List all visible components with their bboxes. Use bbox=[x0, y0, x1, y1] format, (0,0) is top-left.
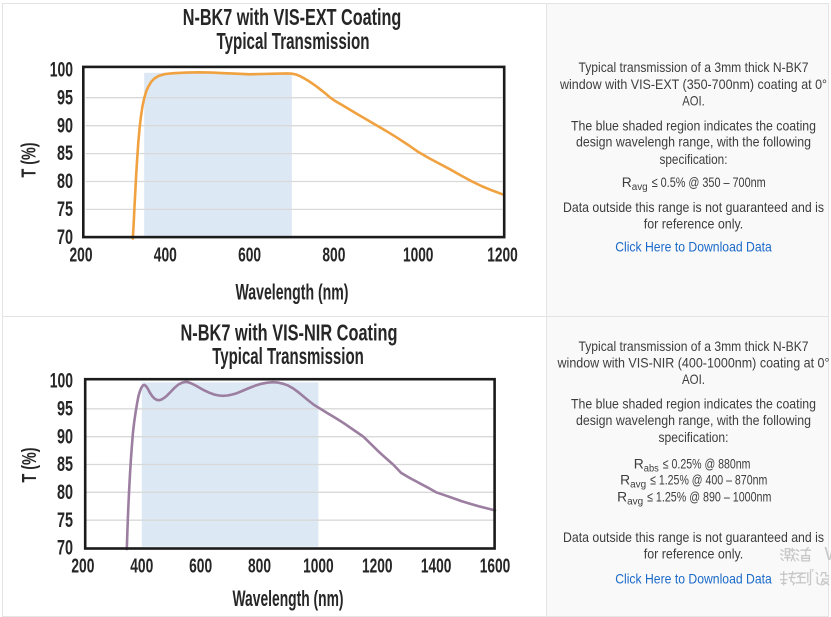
svg-text:R: R bbox=[634, 455, 644, 471]
svg-text:200: 200 bbox=[70, 245, 93, 267]
svg-text:800: 800 bbox=[248, 556, 271, 578]
svg-text:Click Here to Download Data: Click Here to Download Data bbox=[615, 239, 772, 255]
svg-text:The blue shaded region indicat: The blue shaded region indicates the coa… bbox=[571, 396, 816, 412]
svg-text:design wavelengh range, with t: design wavelengh range, with the followi… bbox=[576, 412, 811, 428]
svg-text:T (%): T (%) bbox=[18, 448, 41, 483]
svg-text:window with VIS-EXT (350-700nm: window with VIS-EXT (350-700nm) coating … bbox=[559, 76, 827, 92]
svg-text:85: 85 bbox=[57, 453, 73, 476]
svg-text:avg: avg bbox=[630, 480, 646, 491]
svg-text:Wavelength (nm): Wavelength (nm) bbox=[236, 280, 349, 305]
svg-text:R: R bbox=[617, 489, 627, 505]
svg-text:Typical transmission of a 3mm: Typical transmission of a 3mm thick N-BK… bbox=[579, 338, 809, 354]
svg-text:80: 80 bbox=[57, 481, 73, 504]
svg-text:window with VIS-NIR (400-1000n: window with VIS-NIR (400-1000nm) coating… bbox=[557, 354, 830, 370]
svg-text:R: R bbox=[620, 472, 630, 488]
svg-text:1000: 1000 bbox=[403, 245, 434, 267]
svg-text:400: 400 bbox=[130, 556, 153, 578]
svg-text:design wavelengh range, with t: design wavelengh range, with the followi… bbox=[576, 134, 811, 150]
svg-text:N-BK7 with VIS-NIR Coating: N-BK7 with VIS-NIR Coating bbox=[181, 319, 398, 345]
svg-text:100: 100 bbox=[50, 58, 73, 81]
svg-text:1000: 1000 bbox=[303, 556, 334, 578]
svg-text:Typical transmission of a 3mm: Typical transmission of a 3mm thick N-BK… bbox=[579, 59, 809, 75]
svg-text:Wavelength (nm): Wavelength (nm) bbox=[233, 586, 344, 611]
svg-text:T (%): T (%) bbox=[18, 143, 41, 178]
svg-text:AOI.: AOI. bbox=[682, 371, 705, 387]
svg-text:AOI.: AOI. bbox=[682, 93, 705, 109]
svg-text:≤ 1.25% @ 890 – 1000nm: ≤ 1.25% @ 890 – 1000nm bbox=[647, 489, 771, 505]
svg-text:1200: 1200 bbox=[362, 556, 393, 578]
svg-text:75: 75 bbox=[57, 509, 73, 532]
svg-text:75: 75 bbox=[57, 198, 73, 221]
svg-text:avg: avg bbox=[632, 182, 648, 193]
svg-text:Typical Transmission: Typical Transmission bbox=[217, 28, 370, 54]
svg-text:200: 200 bbox=[71, 556, 94, 578]
svg-text:≤ 0.5% @ 350 – 700nm: ≤ 0.5% @ 350 – 700nm bbox=[652, 174, 766, 190]
svg-text:600: 600 bbox=[189, 556, 212, 578]
svg-text:for reference only.: for reference only. bbox=[644, 545, 744, 561]
svg-text:1600: 1600 bbox=[480, 556, 511, 578]
svg-text:N-BK7 with VIS-EXT Coating: N-BK7 with VIS-EXT Coating bbox=[183, 4, 402, 30]
svg-text:specification:: specification: bbox=[660, 151, 728, 167]
svg-text:1200: 1200 bbox=[487, 245, 518, 267]
svg-text:The blue shaded region indicat: The blue shaded region indicates the coa… bbox=[571, 117, 816, 133]
svg-text:Typical Transmission: Typical Transmission bbox=[212, 343, 364, 369]
svg-text:avg: avg bbox=[627, 497, 643, 508]
svg-text:90: 90 bbox=[57, 114, 73, 137]
svg-text:Click Here to Download Data: Click Here to Download Data bbox=[615, 570, 772, 586]
svg-text:1400: 1400 bbox=[421, 556, 452, 578]
svg-text:95: 95 bbox=[57, 397, 73, 420]
svg-text:80: 80 bbox=[57, 170, 73, 193]
svg-text:400: 400 bbox=[154, 245, 177, 267]
svg-text:Data outside this range is not: Data outside this range is not guarantee… bbox=[563, 529, 824, 545]
svg-text:800: 800 bbox=[322, 245, 345, 267]
svg-text:for reference only.: for reference only. bbox=[644, 216, 744, 232]
svg-text:W: W bbox=[825, 544, 831, 564]
svg-text:600: 600 bbox=[238, 245, 261, 267]
svg-text:specification:: specification: bbox=[659, 429, 729, 445]
svg-text:90: 90 bbox=[57, 425, 73, 448]
svg-text:≤ 0.25% @ 880nm: ≤ 0.25% @ 880nm bbox=[663, 455, 751, 471]
svg-text:”: ” bbox=[810, 566, 814, 581]
svg-text:100: 100 bbox=[50, 370, 73, 393]
svg-text:95: 95 bbox=[57, 86, 73, 109]
svg-text:≤ 1.25% @ 400 – 870nm: ≤ 1.25% @ 400 – 870nm bbox=[650, 472, 767, 488]
svg-text:85: 85 bbox=[57, 142, 73, 165]
svg-text:R: R bbox=[622, 174, 632, 190]
svg-text:Data outside this range is not: Data outside this range is not guarantee… bbox=[563, 199, 824, 215]
